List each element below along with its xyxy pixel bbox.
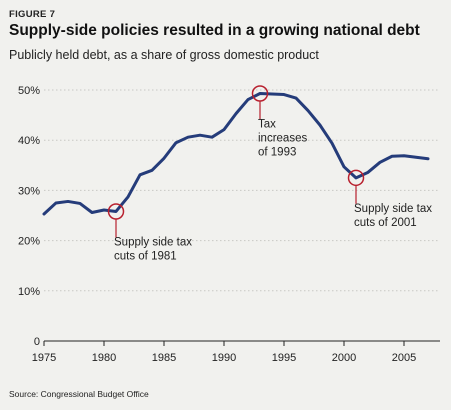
x-tick-label: 1980 xyxy=(92,352,116,364)
data-point xyxy=(234,112,238,115)
y-tick-label: 10% xyxy=(18,286,40,298)
y-tick-label: 40% xyxy=(18,135,40,147)
data-point xyxy=(186,135,190,139)
data-point xyxy=(210,135,214,139)
data-point xyxy=(330,142,334,145)
data-point xyxy=(114,210,118,213)
axes: 0 10% 20% 30% 40% 50% 1975 1980 1985 1990 1995 2000… xyxy=(18,85,440,364)
series-line xyxy=(42,92,430,216)
data-point xyxy=(78,202,82,205)
data-point xyxy=(402,154,406,157)
series-layer xyxy=(42,92,430,216)
data-point xyxy=(366,171,370,174)
y-tick-label: 20% xyxy=(18,236,40,248)
y-tick-label: 0 xyxy=(34,336,40,348)
annotation-line: cuts of 1981 xyxy=(114,250,177,262)
data-point xyxy=(258,92,262,95)
y-tick-label: 30% xyxy=(18,185,40,197)
data-point xyxy=(150,169,154,172)
data-point xyxy=(54,201,58,205)
data-point xyxy=(294,96,298,100)
annotation-line: of 1993 xyxy=(258,147,296,159)
annotation-line: increases xyxy=(258,133,307,145)
annotation-label: Tax increases of 1993 xyxy=(258,119,307,159)
data-point xyxy=(90,211,94,214)
data-point xyxy=(378,161,382,164)
annotation-line: Supply side tax xyxy=(354,203,432,215)
annotation-line: cuts of 2001 xyxy=(354,217,417,229)
data-point xyxy=(246,98,250,101)
annotation-marker xyxy=(107,203,125,220)
annotations: Supply side tax cuts of 1981 Tax increases o… xyxy=(107,85,432,262)
data-point xyxy=(414,156,418,159)
data-point xyxy=(162,157,166,160)
data-point xyxy=(390,155,394,158)
data-point xyxy=(126,195,130,199)
y-tick-label: 50% xyxy=(18,85,40,97)
figure-label: FIGURE 7 xyxy=(9,9,56,20)
annotation-marker xyxy=(251,85,269,102)
annotation-line: Supply side tax xyxy=(114,236,192,248)
data-point xyxy=(102,208,106,212)
x-tick-label: 1995 xyxy=(272,352,296,364)
chart-title: Supply-side policies resulted in a growi… xyxy=(9,22,420,39)
data-point xyxy=(270,92,274,96)
data-point xyxy=(342,165,346,169)
data-point xyxy=(426,157,430,160)
data-point xyxy=(306,109,310,112)
x-tick-label: 2000 xyxy=(332,352,356,364)
annotation-label: Supply side tax cuts of 2001 xyxy=(354,203,432,229)
chart-subtitle: Publicly held debt, as a share of gross … xyxy=(9,48,319,62)
annotation-label: Supply side tax cuts of 1981 xyxy=(114,236,192,262)
data-point xyxy=(222,128,226,131)
source-note: Source: Congressional Budget Office xyxy=(9,389,149,399)
annotation-marker xyxy=(347,169,365,187)
data-point xyxy=(318,123,322,127)
x-tick-label: 1975 xyxy=(32,352,56,364)
data-point xyxy=(66,200,70,203)
data-point xyxy=(198,133,202,137)
data-point xyxy=(174,141,178,144)
x-tick-label: 2005 xyxy=(392,352,416,364)
data-point xyxy=(282,93,286,96)
data-point xyxy=(354,176,358,180)
data-point xyxy=(138,173,142,177)
x-tick-label: 1985 xyxy=(152,352,176,364)
x-tick-label: 1990 xyxy=(212,352,236,364)
gridlines xyxy=(44,89,440,292)
annotation-line: Tax xyxy=(258,119,276,131)
data-point xyxy=(42,212,46,216)
